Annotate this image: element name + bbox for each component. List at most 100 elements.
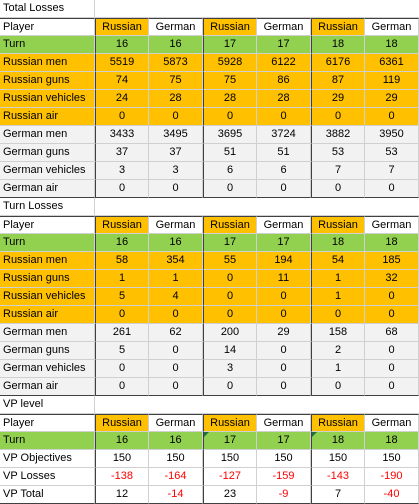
value-cell[interactable]: 51 <box>203 144 257 162</box>
header-player-cell[interactable]: German <box>149 414 203 432</box>
header-player-cell[interactable]: Russian <box>95 414 149 432</box>
value-cell[interactable]: 24 <box>95 90 149 108</box>
header-player-cell[interactable]: Russian <box>203 216 257 234</box>
value-cell[interactable]: 6176 <box>311 54 365 72</box>
value-cell[interactable]: 17 <box>203 36 257 54</box>
value-cell[interactable]: 28 <box>257 90 311 108</box>
value-cell[interactable]: 150 <box>149 450 203 468</box>
row-label-cell[interactable]: VP Total <box>0 486 95 504</box>
value-cell[interactable]: 17 <box>203 234 257 252</box>
value-cell[interactable]: 0 <box>257 378 311 396</box>
value-cell[interactable]: 0 <box>365 306 419 324</box>
header-player-cell[interactable]: German <box>365 216 419 234</box>
header-player-cell[interactable]: Russian <box>311 18 365 36</box>
value-cell[interactable]: 0 <box>203 288 257 306</box>
header-player-cell[interactable]: German <box>257 18 311 36</box>
value-cell[interactable]: 0 <box>257 360 311 378</box>
value-cell[interactable]: 1 <box>149 270 203 288</box>
row-label-cell[interactable]: Turn <box>0 36 95 54</box>
header-label-cell[interactable]: Player <box>0 414 95 432</box>
value-cell[interactable]: -190 <box>365 468 419 486</box>
value-cell[interactable]: 185 <box>365 252 419 270</box>
value-cell[interactable]: 68 <box>365 324 419 342</box>
value-cell[interactable]: 119 <box>365 72 419 90</box>
value-cell[interactable]: 0 <box>203 378 257 396</box>
row-label-cell[interactable]: German men <box>0 324 95 342</box>
value-cell[interactable]: 0 <box>149 342 203 360</box>
value-cell[interactable]: 3433 <box>95 126 149 144</box>
value-cell[interactable]: 87 <box>311 72 365 90</box>
empty-cell[interactable] <box>149 0 203 18</box>
empty-cell[interactable] <box>365 198 419 216</box>
value-cell[interactable]: 29 <box>365 90 419 108</box>
value-cell[interactable]: 0 <box>95 180 149 198</box>
value-cell[interactable]: 6 <box>203 162 257 180</box>
row-label-cell[interactable]: Turn <box>0 432 95 450</box>
row-label-cell[interactable]: Russian vehicles <box>0 288 95 306</box>
value-cell[interactable]: 0 <box>257 180 311 198</box>
value-cell[interactable]: 6122 <box>257 54 311 72</box>
row-label-cell[interactable]: Russian men <box>0 54 95 72</box>
empty-cell[interactable] <box>365 396 419 414</box>
value-cell[interactable]: 0 <box>365 360 419 378</box>
value-cell[interactable]: -164 <box>149 468 203 486</box>
empty-cell[interactable] <box>257 0 311 18</box>
value-cell[interactable]: 55 <box>203 252 257 270</box>
value-cell[interactable]: 150 <box>311 450 365 468</box>
header-player-cell[interactable]: Russian <box>95 18 149 36</box>
value-cell[interactable]: 37 <box>149 144 203 162</box>
value-cell[interactable]: 18 <box>365 234 419 252</box>
value-cell[interactable]: 32 <box>365 270 419 288</box>
value-cell[interactable]: 3 <box>95 162 149 180</box>
value-cell[interactable]: 86 <box>257 72 311 90</box>
value-cell[interactable]: 0 <box>365 108 419 126</box>
row-label-cell[interactable]: Turn <box>0 234 95 252</box>
value-cell[interactable]: 7 <box>311 486 365 504</box>
value-cell[interactable]: 6361 <box>365 54 419 72</box>
value-cell[interactable]: 0 <box>365 378 419 396</box>
value-cell[interactable]: 0 <box>203 180 257 198</box>
empty-cell[interactable] <box>95 198 149 216</box>
value-cell[interactable]: 3 <box>203 360 257 378</box>
value-cell[interactable]: 29 <box>257 324 311 342</box>
value-cell[interactable]: 0 <box>203 108 257 126</box>
value-cell[interactable]: 7 <box>365 162 419 180</box>
empty-cell[interactable] <box>311 396 365 414</box>
value-cell[interactable]: 0 <box>149 378 203 396</box>
value-cell[interactable]: 28 <box>149 90 203 108</box>
value-cell[interactable]: 16 <box>149 234 203 252</box>
value-cell[interactable]: 75 <box>149 72 203 90</box>
value-cell[interactable]: 58 <box>95 252 149 270</box>
value-cell[interactable]: 261 <box>95 324 149 342</box>
value-cell[interactable]: 0 <box>257 108 311 126</box>
value-cell[interactable]: 18 <box>311 432 365 450</box>
value-cell[interactable]: 0 <box>257 342 311 360</box>
value-cell[interactable]: 354 <box>149 252 203 270</box>
header-player-cell[interactable]: German <box>365 414 419 432</box>
row-label-cell[interactable]: VP Losses <box>0 468 95 486</box>
value-cell[interactable]: 5519 <box>95 54 149 72</box>
value-cell[interactable]: 37 <box>95 144 149 162</box>
empty-cell[interactable] <box>311 198 365 216</box>
value-cell[interactable]: 51 <box>257 144 311 162</box>
section-title-cell[interactable]: Turn Losses <box>0 198 95 216</box>
value-cell[interactable]: 16 <box>149 432 203 450</box>
value-cell[interactable]: 3495 <box>149 126 203 144</box>
value-cell[interactable]: 158 <box>311 324 365 342</box>
value-cell[interactable]: -40 <box>365 486 419 504</box>
value-cell[interactable]: 0 <box>257 306 311 324</box>
value-cell[interactable]: 74 <box>95 72 149 90</box>
row-label-cell[interactable]: Russian vehicles <box>0 90 95 108</box>
value-cell[interactable]: 18 <box>311 36 365 54</box>
value-cell[interactable]: 17 <box>203 432 257 450</box>
value-cell[interactable]: 75 <box>203 72 257 90</box>
value-cell[interactable]: 200 <box>203 324 257 342</box>
value-cell[interactable]: 23 <box>203 486 257 504</box>
value-cell[interactable]: 5 <box>95 342 149 360</box>
header-player-cell[interactable]: Russian <box>203 414 257 432</box>
value-cell[interactable]: 150 <box>365 450 419 468</box>
value-cell[interactable]: 53 <box>365 144 419 162</box>
value-cell[interactable]: 0 <box>95 108 149 126</box>
value-cell[interactable]: 18 <box>365 432 419 450</box>
value-cell[interactable]: 5873 <box>149 54 203 72</box>
